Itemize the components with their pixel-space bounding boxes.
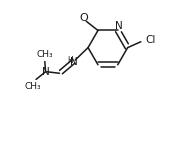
Text: H: H xyxy=(67,56,73,65)
Text: O: O xyxy=(79,13,88,23)
Text: Cl: Cl xyxy=(145,35,156,45)
Text: CH₃: CH₃ xyxy=(37,50,53,59)
Text: N: N xyxy=(115,21,122,31)
Text: CH₃: CH₃ xyxy=(24,82,41,91)
Text: N: N xyxy=(42,67,50,77)
Text: N: N xyxy=(70,57,78,67)
